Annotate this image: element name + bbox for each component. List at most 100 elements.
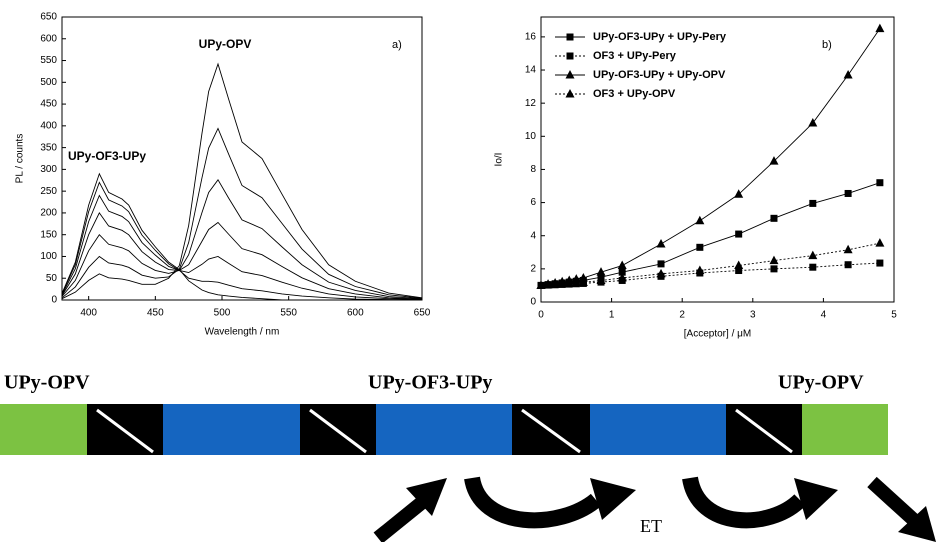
diagram-label: UPy-OPV — [4, 372, 90, 394]
y-tick-label: 400 — [40, 120, 57, 131]
of3-block — [163, 404, 300, 455]
x-tick-label: 0 — [538, 310, 544, 321]
square-marker — [770, 214, 778, 222]
transfer-label: ET — [640, 516, 662, 536]
triangle-marker — [769, 255, 779, 265]
y-tick-label: 0 — [51, 295, 57, 306]
triangle-marker — [557, 278, 567, 288]
triangle-marker — [564, 278, 574, 287]
y-tick-label: 12 — [525, 98, 537, 109]
chain-diagram: UPy-OPV UPy-OF3-UPy UPy-OPV ET — [0, 372, 888, 536]
square-marker — [566, 33, 574, 41]
y-tick-label: 0 — [530, 297, 536, 308]
legend-label: OF3 + UPy-OPV — [593, 88, 676, 100]
annotation: b) — [822, 39, 832, 51]
x-tick-label: 400 — [80, 308, 97, 319]
square-marker — [735, 267, 743, 275]
legend-label: UPy-OF3-UPy + UPy-Pery — [593, 31, 727, 43]
square-marker — [566, 52, 574, 60]
square-marker — [809, 199, 817, 207]
triangle-marker — [617, 272, 627, 282]
legend-label: UPy-OF3-UPy + UPy-OPV — [593, 69, 726, 81]
square-marker — [876, 179, 884, 187]
triangle-marker — [596, 267, 606, 276]
y-tick-label: 50 — [46, 273, 58, 284]
y-tick-label: 250 — [40, 186, 57, 197]
arrow-head — [794, 478, 838, 520]
upy-divider — [735, 408, 793, 454]
y-tick-label: 16 — [525, 32, 537, 43]
y-tick-label: 650 — [40, 12, 57, 23]
y-axis-label: PL / counts — [15, 134, 26, 184]
arrow-head — [590, 478, 636, 520]
triangle-marker — [536, 280, 546, 289]
triangle-marker — [565, 70, 575, 79]
y-tick-label: 150 — [40, 229, 57, 240]
arrows — [373, 476, 936, 542]
square-marker — [844, 189, 852, 197]
series-line — [540, 242, 880, 286]
triangle-marker — [565, 89, 575, 98]
triangle-marker — [578, 277, 588, 286]
triangle-marker — [875, 23, 885, 33]
legend-label: OF3 + UPy-Pery — [593, 50, 677, 62]
triangle-marker — [695, 265, 705, 275]
of3-block — [590, 404, 726, 455]
square-marker — [657, 260, 665, 268]
y-tick-label: 500 — [40, 77, 57, 88]
y-tick-label: 350 — [40, 142, 57, 153]
y-tick-label: 300 — [40, 164, 57, 175]
square-marker — [735, 230, 743, 238]
triangle-marker — [734, 260, 744, 270]
opv-block — [0, 404, 87, 455]
square-marker — [770, 265, 778, 273]
x-tick-label: 550 — [280, 308, 297, 319]
upy-divider — [309, 408, 367, 454]
triangle-marker — [808, 118, 818, 127]
series-line — [61, 62, 423, 300]
series-line — [61, 194, 423, 301]
x-tick-label: 4 — [821, 310, 827, 321]
x-tick-label: 1 — [609, 310, 615, 321]
y-tick-label: 550 — [40, 55, 57, 66]
y-tick-label: 10 — [525, 131, 537, 142]
upy-divider — [521, 408, 581, 454]
triangle-marker — [578, 272, 588, 282]
series-line — [540, 182, 881, 286]
plot-frame — [540, 16, 895, 303]
y-tick-label: 8 — [530, 164, 536, 175]
y-tick-label: 600 — [40, 33, 57, 44]
x-tick-label: 2 — [679, 310, 685, 321]
triangle-marker — [656, 268, 666, 278]
y-tick-label: 14 — [525, 65, 537, 76]
annotation: UPy-OF3-UPy — [68, 149, 146, 163]
series-line — [540, 262, 880, 286]
series-line — [61, 127, 423, 299]
x-axis-label: [Acceptor] / μM — [684, 329, 751, 340]
triangle-marker — [596, 275, 606, 284]
x-tick-label: 450 — [147, 308, 164, 319]
triangle-marker — [656, 239, 666, 248]
x-tick-label: 650 — [414, 308, 431, 319]
triangle-marker — [875, 238, 885, 247]
series-line — [61, 172, 422, 301]
y-tick-label: 2 — [530, 264, 536, 275]
triangle-marker — [543, 279, 553, 289]
triangle-marker — [769, 156, 779, 165]
upy-divider — [96, 408, 154, 454]
triangle-marker — [571, 277, 581, 287]
annotation: a) — [392, 39, 402, 51]
arrow-shaft — [867, 476, 921, 528]
triangle-marker — [695, 215, 705, 225]
triangle-marker — [617, 260, 627, 270]
arrow-curve — [464, 476, 602, 529]
triangle-marker — [550, 279, 560, 288]
y-tick-label: 450 — [40, 99, 57, 110]
x-tick-label: 5 — [891, 310, 897, 321]
triangle-marker — [843, 244, 853, 254]
triangle-marker — [808, 250, 818, 260]
annotation: UPy-OPV — [199, 37, 252, 51]
square-marker — [809, 263, 817, 271]
